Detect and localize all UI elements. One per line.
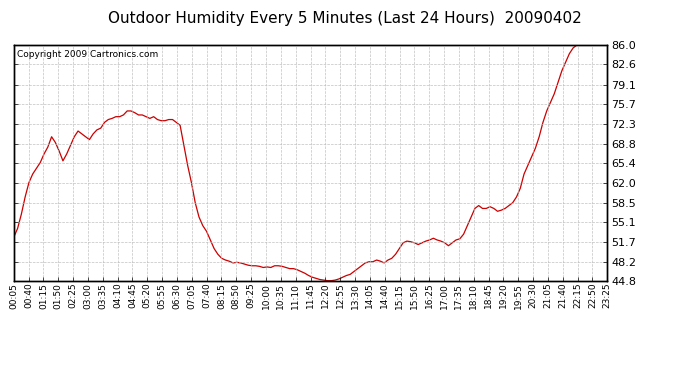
Text: Outdoor Humidity Every 5 Minutes (Last 24 Hours)  20090402: Outdoor Humidity Every 5 Minutes (Last 2… — [108, 11, 582, 26]
Text: Copyright 2009 Cartronics.com: Copyright 2009 Cartronics.com — [17, 50, 158, 59]
